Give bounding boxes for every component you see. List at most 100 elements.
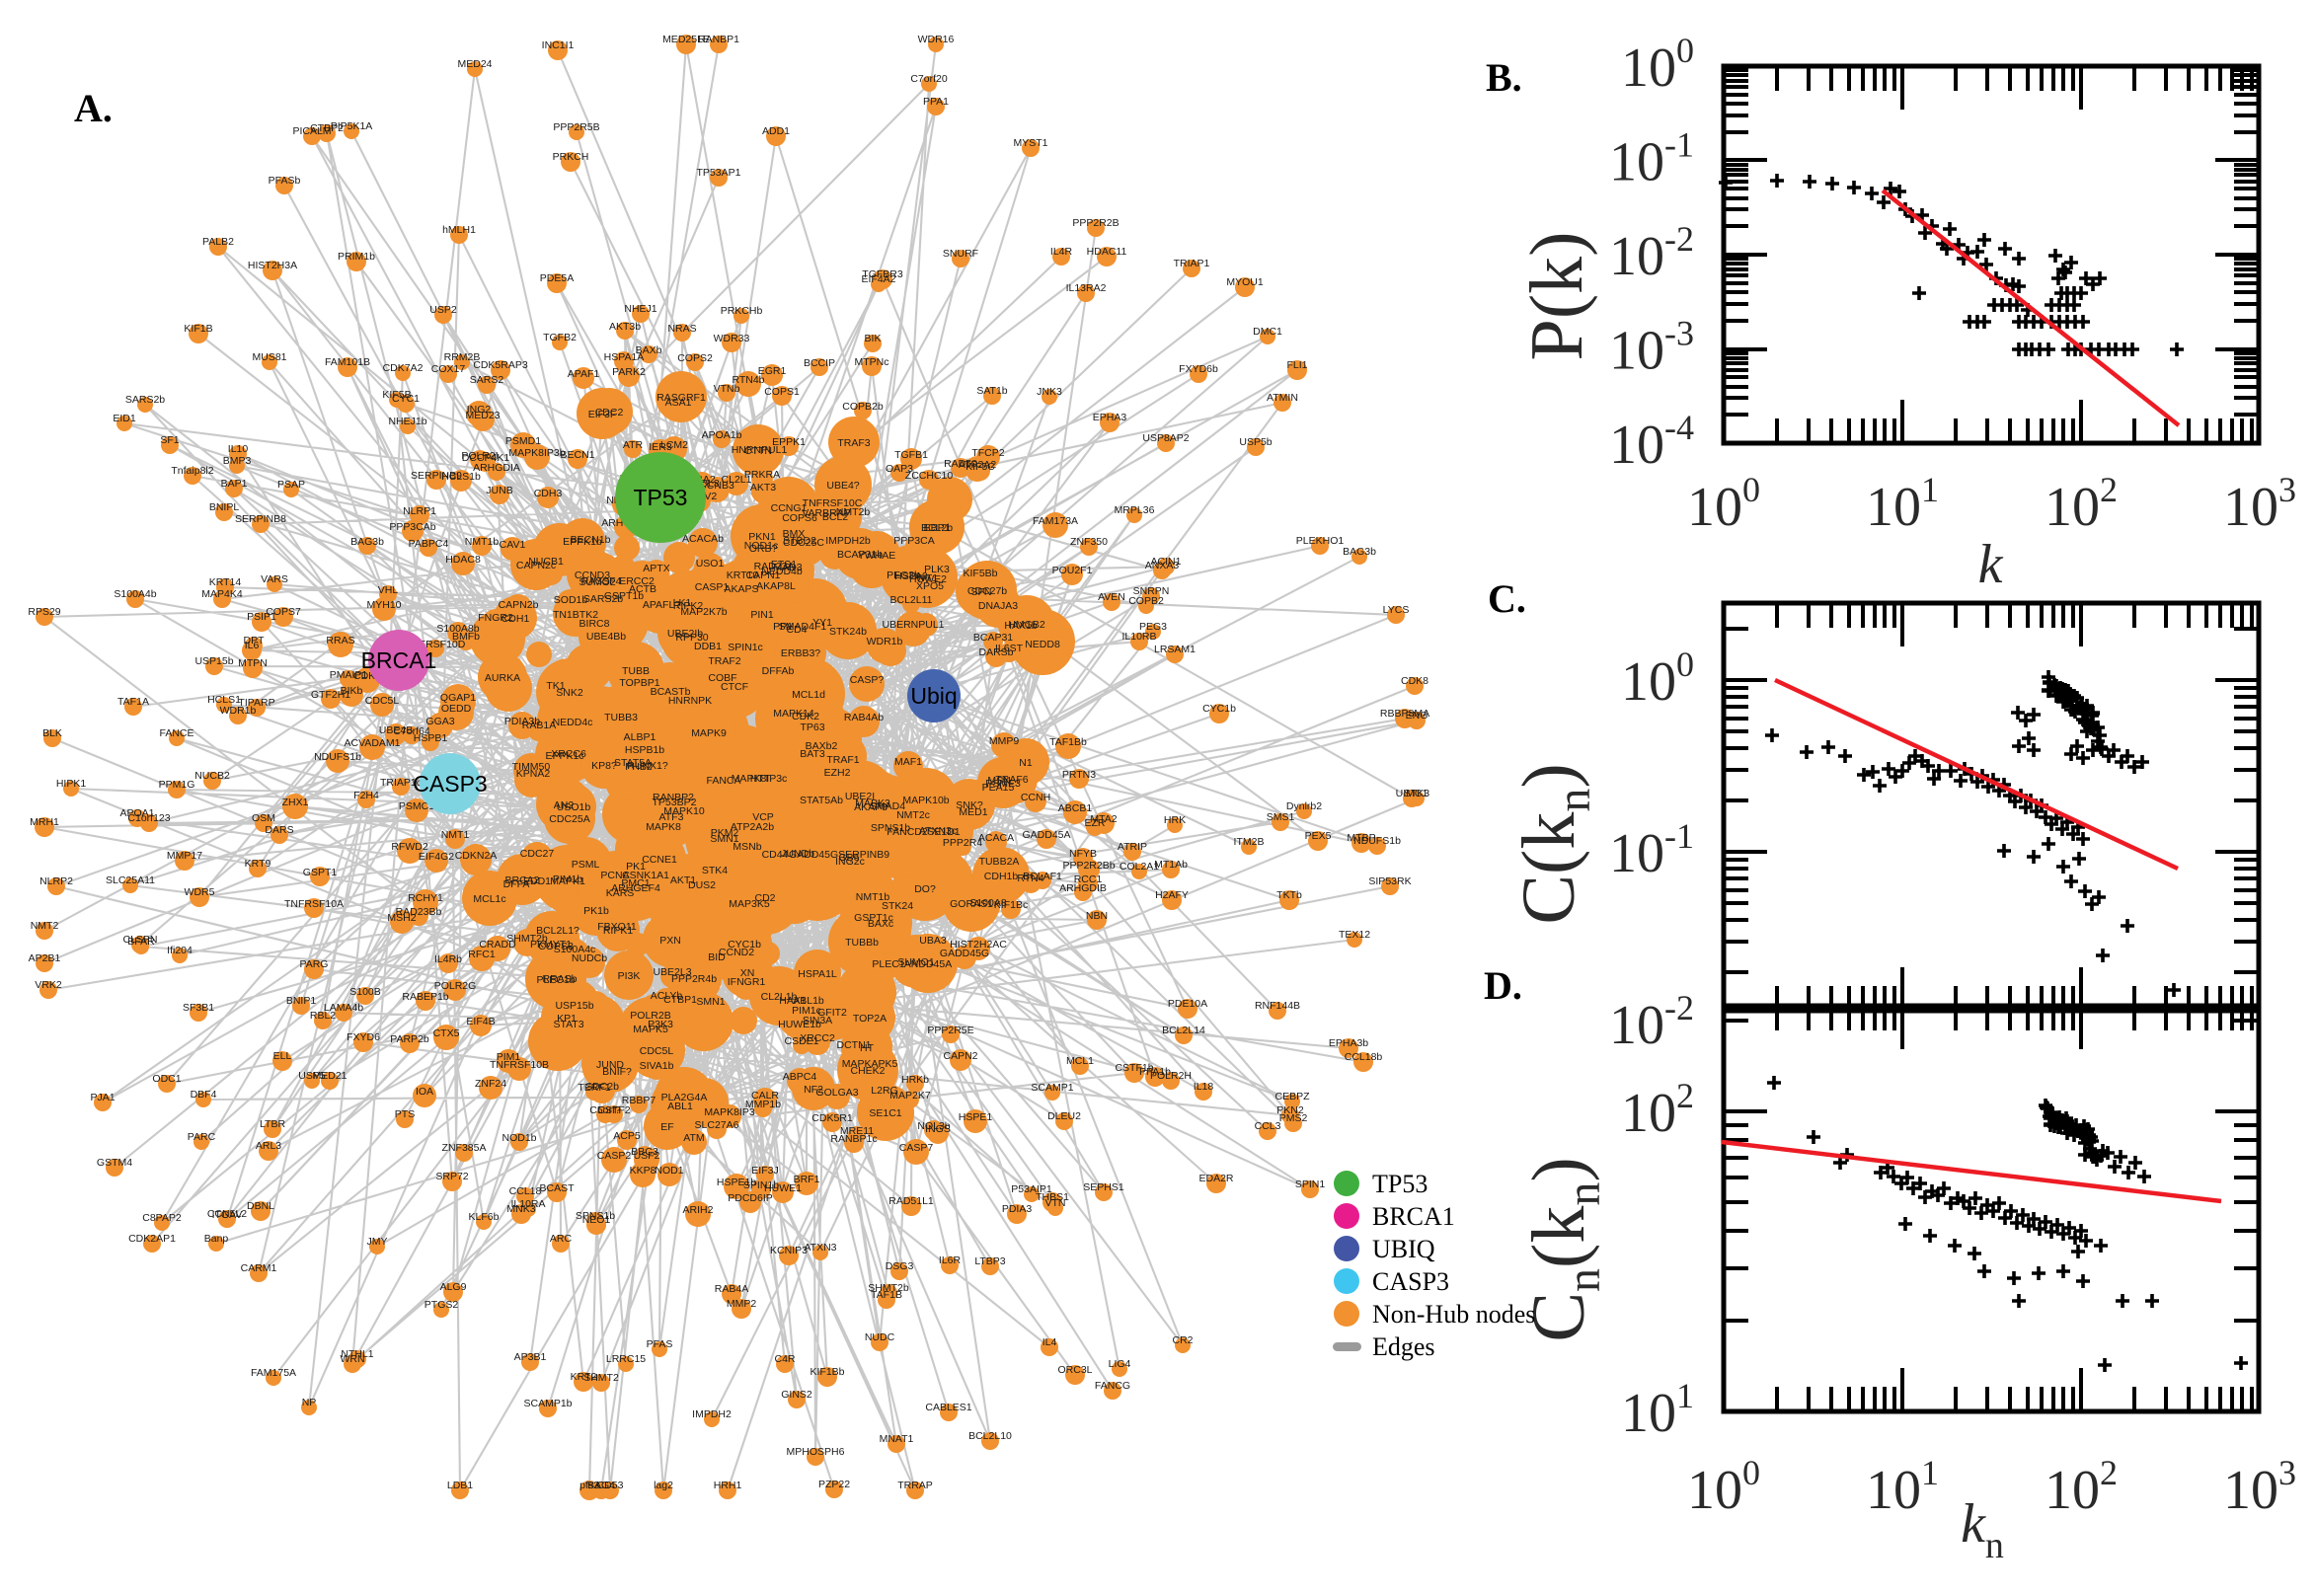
svg-text:MAPKAPK5: MAPKAPK5 [842,1058,898,1070]
svg-text:CASP?: CASP? [850,674,885,686]
svg-text:AP3B1: AP3B1 [514,1351,547,1363]
svg-text:PEA15: PEA15 [982,782,1015,794]
svg-text:DBF4: DBF4 [191,1089,217,1101]
svg-text:kn: kn [1961,1493,2004,1566]
svg-text:TRIAP1: TRIAP1 [1174,258,1210,269]
svg-text:RIPK2: RIPK2 [673,600,704,612]
svg-text:AURKA: AURKA [485,672,520,684]
svg-text:CD44: CD44 [762,849,789,861]
svg-text:SRP72: SRP72 [435,1171,468,1182]
svg-text:POLR2G: POLR2G [434,980,477,992]
svg-text:KRT2: KRT2 [571,1371,597,1383]
svg-text:IL6: IL6 [245,640,260,651]
svg-text:TRAF6: TRAF6 [995,774,1028,786]
svg-text:AKAP8: AKAP8 [854,801,888,813]
svg-text:NLRP2: NLRP2 [39,875,73,887]
svg-text:BCAP31: BCAP31 [973,632,1013,644]
svg-text:LRRC15: LRRC15 [606,1353,646,1365]
svg-text:SLC27A6: SLC27A6 [695,1119,739,1131]
svg-text:C7orf20: C7orf20 [910,73,948,85]
svg-text:MAPK10b: MAPK10b [902,795,949,806]
svg-text:CDK5RAP3: CDK5RAP3 [473,359,528,371]
svg-text:NOD1b: NOD1b [502,1132,536,1144]
svg-text:KIF5C: KIF5C [965,461,995,473]
svg-text:TKTb: TKTb [1276,889,1302,901]
svg-text:10-2: 10-2 [1609,988,1694,1056]
svg-text:BRCA2: BRCA2 [504,874,539,886]
svg-text:PTS: PTS [395,1108,415,1120]
svg-text:PLEC1: PLEC1 [872,958,904,970]
svg-text:ACLYb: ACLYb [651,990,683,1002]
svg-text:MED25LE: MED25LE [662,34,710,45]
svg-text:CCL3: CCL3 [1255,1120,1281,1132]
svg-text:FANCA: FANCA [706,775,740,787]
svg-text:COPS7: COPS7 [266,606,301,618]
svg-text:USP15b: USP15b [194,655,233,667]
svg-text:PLA2G4A: PLA2G4A [661,1092,708,1103]
svg-text:LRSAM1: LRSAM1 [1154,644,1196,655]
svg-text:PPP2R5E: PPP2R5E [927,1025,973,1036]
svg-text:PIN1: PIN1 [750,609,774,621]
svg-text:hMLH1: hMLH1 [442,224,476,236]
svg-text:LCM2: LCM2 [660,439,688,451]
svg-text:LTBP3: LTBP3 [974,1255,1005,1267]
svg-text:P(k): P(k) [1515,232,1598,361]
svg-text:PPP3CA: PPP3CA [893,535,934,547]
svg-text:RAD50: RAD50 [944,458,977,470]
svg-text:RANBP2: RANBP2 [653,792,694,803]
svg-text:MMP2: MMP2 [727,1298,756,1310]
svg-text:UBE4B: UBE4B [379,724,413,736]
svg-text:DARS: DARS [265,824,293,836]
svg-text:CAPN2c: CAPN2c [516,560,556,571]
svg-text:SCAMP1: SCAMP1 [1031,1082,1073,1094]
svg-text:S100A4b: S100A4b [114,588,156,600]
svg-text:MAP3K5: MAP3K5 [729,898,770,910]
svg-text:BAP1: BAP1 [221,478,248,490]
svg-text:MCL1d: MCL1d [792,689,825,701]
svg-text:Cn(kn): Cn(kn) [1517,1157,1610,1341]
svg-text:MNK3: MNK3 [506,1203,535,1215]
svg-text:SERPINB9: SERPINB9 [411,470,462,482]
svg-text:H2AFY: H2AFY [1155,889,1189,901]
svg-text:APOA1: APOA1 [119,807,154,819]
svg-text:ACIN1: ACIN1 [1151,556,1182,568]
svg-text:ARL3: ARL3 [256,1140,281,1152]
svg-text:SF3B1: SF3B1 [183,1002,214,1014]
svg-text:HAX1: HAX1 [779,995,807,1007]
svg-text:CHEK2: CHEK2 [850,1065,885,1077]
svg-text:MAPK1: MAPK1 [550,875,585,887]
svg-text:C(kn): C(kn) [1507,763,1600,924]
svg-text:AKT1: AKT1 [670,874,696,886]
svg-text:ASA1: ASA1 [665,397,692,409]
svg-text:KIF1Bc: KIF1Bc [994,899,1028,911]
svg-text:SIN3A: SIN3A [803,1015,832,1026]
svg-text:RTN4: RTN4 [1017,873,1043,884]
svg-text:RTN4b: RTN4b [732,374,764,386]
svg-text:PLEC1b: PLEC1b [536,974,575,986]
svg-text:RAD23A: RAD23A [754,561,795,572]
svg-text:HNRNPK: HNRNPK [668,695,712,707]
svg-text:Banp: Banp [204,1233,229,1245]
svg-text:EPPK1c: EPPK1c [545,750,583,762]
svg-text:FXYD6b: FXYD6b [1179,363,1218,375]
svg-text:ATRIP: ATRIP [1118,841,1147,853]
svg-text:PKN1: PKN1 [748,531,776,543]
svg-text:MUS81: MUS81 [252,351,286,363]
svg-text:BRCA1: BRCA1 [1372,1202,1455,1231]
svg-text:COPS1: COPS1 [764,386,800,398]
svg-text:TERF1: TERF1 [578,1082,610,1094]
svg-text:RASGRF1: RASGRF1 [656,392,706,404]
svg-text:RAD51L1: RAD51L1 [888,1195,934,1207]
svg-text:XRCC6: XRCC6 [551,748,586,760]
svg-text:KIF5B: KIF5B [382,389,411,401]
svg-text:ARHGDIA: ARHGDIA [473,462,520,474]
svg-text:NMT2b: NMT2b [836,506,871,518]
svg-text:FAM173A: FAM173A [1033,515,1078,527]
svg-text:k: k [1978,534,2004,595]
svg-text:PMAIP1: PMAIP1 [330,669,368,681]
svg-text:JUND: JUND [596,1059,624,1071]
svg-text:IMPDH2b: IMPDH2b [825,535,871,547]
svg-text:UIMC1: UIMC1 [1396,788,1428,799]
svg-text:APAF1: APAF1 [568,368,600,380]
svg-text:USP2: USP2 [429,304,457,316]
